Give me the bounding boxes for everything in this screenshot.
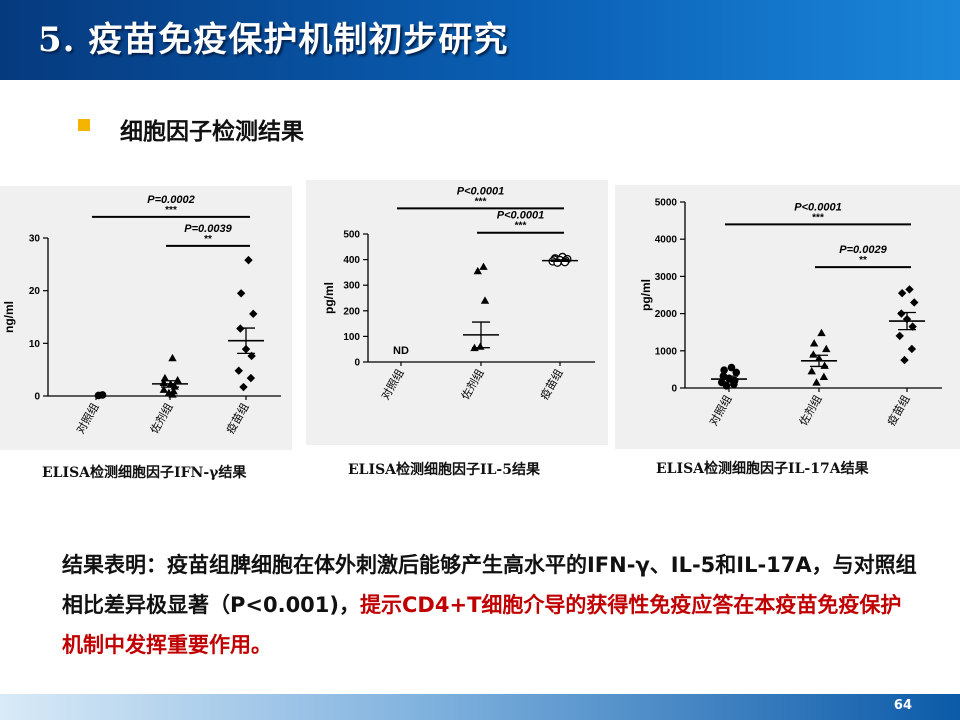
y-tick-label: 0 <box>671 384 677 395</box>
y-tick-label: 400 <box>343 255 360 266</box>
x-tick-label: 疫苗组 <box>223 401 252 437</box>
data-point <box>168 353 177 362</box>
conclusion-highlight: 提示CD4+T细胞介导的获得性免疫应答在本疫苗免疫保护机制中发挥重要作用。 <box>62 593 902 657</box>
ifn-gamma-chart-panel: 0 10 20 30 ng/ml 对照组 佐剂组 疫苗组 *** P=0.0002 ** P=0.00… <box>0 186 292 450</box>
data-point <box>820 361 829 369</box>
data-point <box>910 298 919 307</box>
data-point <box>817 328 826 337</box>
y-tick-label: 10 <box>29 339 41 350</box>
footer-bar: 64 <box>0 694 960 720</box>
data-point <box>908 322 917 331</box>
significance-stars: *** <box>165 205 177 216</box>
p-value-label: P=0.0029 <box>839 244 887 256</box>
data-point <box>897 288 907 298</box>
data-point <box>809 350 818 358</box>
significance-stars: *** <box>515 221 527 232</box>
nd-label: ND <box>393 345 409 357</box>
y-axis-label: pg/ml <box>322 282 336 314</box>
data-point <box>234 366 243 375</box>
y-tick-label: 20 <box>29 286 41 297</box>
data-point <box>160 373 170 382</box>
y-tick-label: 3000 <box>655 272 678 283</box>
significance-stars: *** <box>812 212 824 223</box>
y-tick-label: 4000 <box>655 235 678 246</box>
il5-caption: ELISA检测细胞因子IL-5结果 <box>348 462 540 478</box>
bullet-square-icon <box>78 119 90 131</box>
p-value-label: P<0.0001 <box>497 210 544 222</box>
x-tick-label: 佐剂组 <box>796 393 825 429</box>
ifn-gamma-caption: ELISA检测细胞因子IFN-γ结果 <box>42 465 247 481</box>
conclusion-text: 结果表明：疫苗组脾细胞在体外刺激后能够产生高水平的IFN-γ、IL-5和IL-1… <box>62 545 922 665</box>
conclusion-normal: 结果表明：疫苗组脾细胞在体外刺激后能够产生高水平的IFN-γ、IL-5和IL-1… <box>62 553 917 617</box>
data-point <box>722 381 731 390</box>
title-bar: 5. 疫苗免疫保护机制初步研究 <box>0 0 960 80</box>
y-axis-label: pg/ml <box>639 279 653 311</box>
y-tick-label: 5000 <box>655 198 678 209</box>
y-tick-label: 300 <box>343 281 360 292</box>
page-number: 64 <box>893 698 912 713</box>
x-tick-label: 对照组 <box>73 401 102 437</box>
data-point <box>473 266 482 275</box>
x-tick-label: 佐剂组 <box>458 367 487 403</box>
data-point <box>173 376 182 384</box>
data-point <box>720 366 728 374</box>
y-tick-label: 100 <box>343 332 360 343</box>
y-tick-label: 30 <box>29 234 41 245</box>
data-point <box>98 391 107 399</box>
data-point <box>905 285 914 294</box>
il17a-chart-panel: 0 1000 2000 3000 4000 5000 pg/ml 对照组 佐剂组 疫苗组 *** P<… <box>615 185 960 449</box>
p-value-label: P=0.0002 <box>147 194 194 206</box>
y-tick-label: 0 <box>354 358 360 369</box>
data-point <box>159 385 169 393</box>
data-point <box>809 339 819 347</box>
section-subtitle: 细胞因子检测结果 <box>120 119 304 145</box>
data-point <box>244 255 253 265</box>
x-tick-label: 对照组 <box>378 367 407 403</box>
y-tick-label: 500 <box>343 230 360 241</box>
significance-stars: *** <box>475 196 487 207</box>
x-tick-label: 疫苗组 <box>537 367 566 403</box>
p-value-label: P=0.0039 <box>184 223 232 235</box>
y-tick-label: 0 <box>34 392 40 403</box>
data-point <box>170 382 179 390</box>
data-point <box>819 372 829 380</box>
x-tick-label: 佐剂组 <box>147 401 176 437</box>
il5-chart-panel: 0 100 200 300 400 500 pg/ml 对照组 佐剂组 疫苗组 ND *** P<0.0… <box>306 180 608 445</box>
y-axis-label: ng/ml <box>2 301 16 333</box>
data-point <box>900 355 909 365</box>
il17a-chart: 0 1000 2000 3000 4000 5000 pg/ml 对照组 佐剂组 疫苗组 ***P<… <box>639 198 942 429</box>
significance-stars: ** <box>859 255 867 266</box>
data-point <box>807 367 816 375</box>
il17a-caption: ELISA检测细胞因子IL-17A结果 <box>656 461 869 477</box>
data-point <box>479 262 488 270</box>
data-point <box>247 351 256 361</box>
data-point <box>732 368 741 377</box>
ifn-gamma-chart: 0 10 20 30 ng/ml 对照组 佐剂组 疫苗组 ***P=0.0002 **P=0.00… <box>2 194 281 437</box>
data-point <box>822 344 831 353</box>
y-tick-label: 2000 <box>655 309 678 320</box>
data-point <box>239 382 248 392</box>
p-value-label: P<0.0001 <box>457 185 504 197</box>
x-tick-label: 对照组 <box>706 393 735 429</box>
data-point <box>895 331 904 341</box>
data-point <box>897 309 906 318</box>
y-tick-label: 1000 <box>655 346 678 357</box>
y-tick-label: 200 <box>343 306 360 317</box>
slide-title: 5. 疫苗免疫保护机制初步研究 <box>38 20 509 60</box>
significance-stars: ** <box>204 234 212 245</box>
data-point <box>246 373 256 383</box>
data-point <box>907 344 917 354</box>
data-point <box>249 309 258 319</box>
data-point <box>812 378 821 386</box>
data-point <box>480 296 490 304</box>
data-point <box>168 390 177 398</box>
data-point <box>236 289 246 298</box>
p-value-label: P<0.0001 <box>794 201 841 213</box>
x-tick-label: 疫苗组 <box>884 393 913 429</box>
data-point <box>727 363 736 372</box>
